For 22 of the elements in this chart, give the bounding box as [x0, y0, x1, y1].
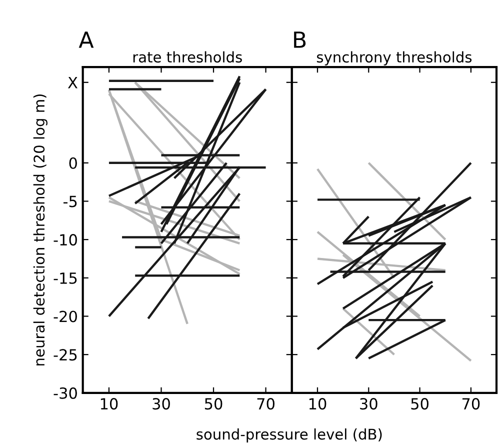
- y-tick-label: 0: [69, 157, 77, 169]
- y-tick-label: -25: [54, 349, 77, 361]
- y-tick-label: -5: [63, 196, 77, 208]
- y-axis-title: neural detection threshold (20 log m): [33, 94, 48, 366]
- y-tick-label: -15: [54, 272, 77, 284]
- chart-title: A: [78, 32, 94, 48]
- y-tick-label: -20: [54, 310, 77, 322]
- y-tick-label: X: [68, 77, 78, 88]
- y-tick-label: -30: [54, 387, 77, 399]
- x-tick-label: 10: [309, 398, 326, 410]
- x-tick-label: 50: [204, 398, 222, 410]
- x-tick-label: 30: [152, 398, 170, 410]
- x-axis-title: sound-pressure level (dB): [196, 428, 382, 443]
- x-tick-label: 50: [411, 398, 428, 410]
- x-tick-label: 70: [462, 398, 480, 410]
- y-tick-label: -10: [54, 234, 77, 246]
- chart-subtitle: rate thresholds: [133, 51, 242, 63]
- chart-title: B: [294, 32, 306, 48]
- x-tick-label: 30: [360, 398, 378, 410]
- x-tick-label: 10: [100, 398, 118, 410]
- x-tick-label: 70: [257, 398, 274, 410]
- chart-subtitle: synchrony thresholds: [316, 51, 472, 66]
